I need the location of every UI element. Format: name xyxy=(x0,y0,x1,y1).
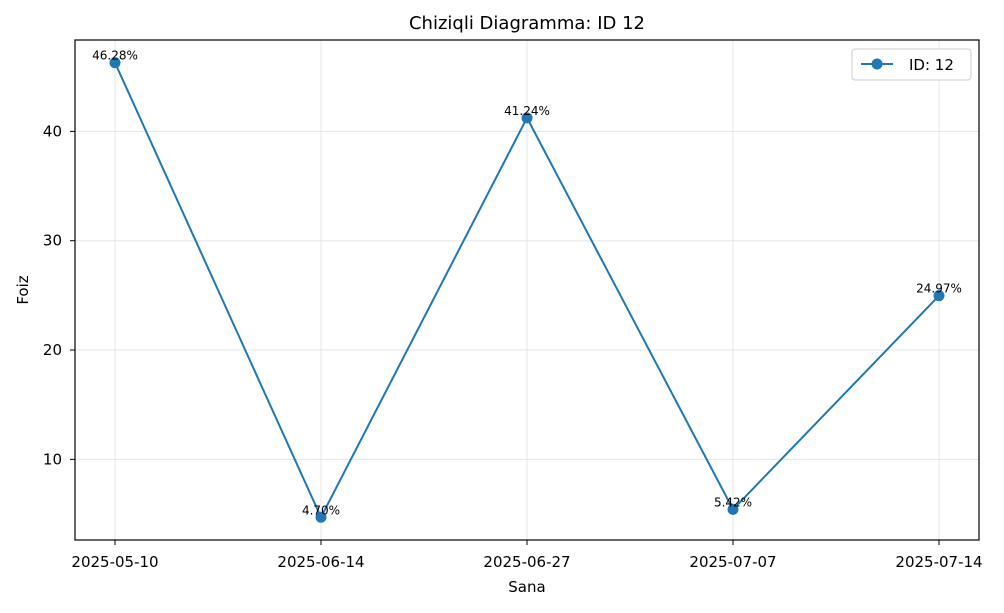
data-point xyxy=(109,57,121,69)
y-tick-label: 30 xyxy=(43,232,62,250)
y-axis-label: Foiz xyxy=(14,275,32,304)
x-tick-label: 2025-07-14 xyxy=(895,553,982,571)
chart-title: Chiziqli Diagramma: ID 12 xyxy=(409,13,645,34)
x-tick-label: 2025-06-14 xyxy=(277,553,364,571)
data-label: 46.28% xyxy=(92,49,138,63)
y-tick-label: 40 xyxy=(43,122,62,140)
x-tick-label: 2025-05-10 xyxy=(71,553,158,571)
grid-lines xyxy=(75,40,979,540)
x-tick-label: 2025-07-07 xyxy=(689,553,776,571)
y-tick-label: 10 xyxy=(43,450,62,468)
data-point xyxy=(727,503,739,515)
data-label: 4.70% xyxy=(302,503,340,517)
data-point xyxy=(315,511,327,523)
x-tick-label: 2025-06-27 xyxy=(483,553,570,571)
legend-series-label: ID: 12 xyxy=(909,56,954,74)
data-label: 41.24% xyxy=(504,104,550,118)
data-point xyxy=(521,112,533,124)
y-tick-label: 20 xyxy=(43,341,62,359)
x-axis-label: Sana xyxy=(508,578,545,596)
axes: 2025-05-10 2025-06-14 2025-06-27 2025-07-07… xyxy=(43,122,983,571)
point-labels: 46.28% 4.70% 41.24% 5.42% 24.97% xyxy=(92,49,962,518)
legend-box xyxy=(851,48,972,81)
data-label: 24.97% xyxy=(916,282,962,296)
legend-marker-swatch xyxy=(871,58,883,70)
data-label: 5.42% xyxy=(714,495,752,509)
series-layer xyxy=(109,57,945,523)
data-point xyxy=(933,290,945,302)
legend: ID: 12 xyxy=(851,48,972,81)
